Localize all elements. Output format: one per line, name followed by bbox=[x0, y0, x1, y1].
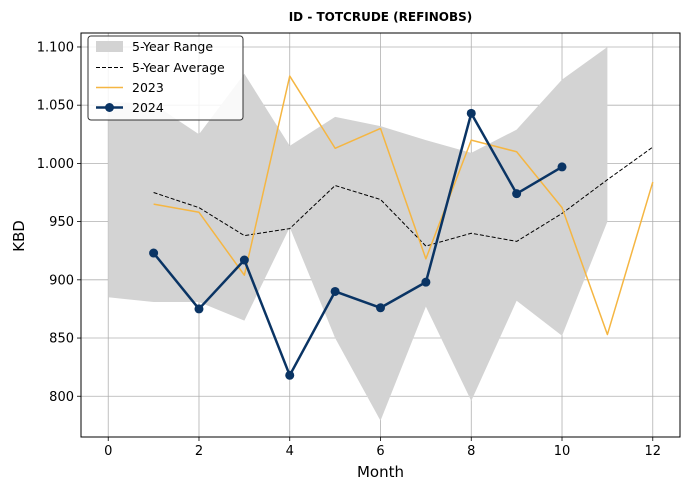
series-2024-point bbox=[376, 303, 385, 313]
y-tick-label: 1.100 bbox=[37, 40, 74, 55]
series-lines bbox=[149, 75, 654, 380]
legend: 5-Year Range 5-Year Average 2023 2024 bbox=[87, 35, 244, 121]
x-tick-label: 12 bbox=[644, 444, 661, 459]
x-tick-label: 2 bbox=[195, 444, 203, 459]
series-2024-point bbox=[466, 108, 476, 118]
y-tick-label: 950 bbox=[49, 215, 74, 230]
y-tick-label: 1.000 bbox=[37, 157, 74, 172]
x-tick-label: 8 bbox=[467, 444, 475, 459]
series-2024-point bbox=[239, 255, 249, 265]
legend-range-swatch bbox=[96, 41, 123, 52]
ticks: 0 2 4 6 8 10 12 800 850 900 950 1.000 1.050 1.100 bbox=[37, 40, 661, 459]
series-2024-point bbox=[421, 277, 431, 287]
legend-2024-label: 2024 bbox=[132, 100, 164, 115]
y-tick-label: 1.050 bbox=[37, 99, 74, 114]
y-tick-label: 900 bbox=[49, 273, 74, 288]
series-2024-point bbox=[557, 162, 567, 172]
series-2023-line bbox=[153, 75, 654, 336]
series-2024-line bbox=[152, 112, 563, 377]
y-tick-label: 800 bbox=[49, 390, 74, 405]
x-tick-label: 10 bbox=[554, 444, 571, 459]
five-year-average-line bbox=[153, 146, 654, 247]
series-2024-point bbox=[194, 304, 204, 314]
legend-average-label: 5-Year Average bbox=[132, 60, 225, 75]
series-2024-point bbox=[330, 286, 340, 296]
x-tick-label: 6 bbox=[376, 444, 384, 459]
x-tick-label: 4 bbox=[286, 444, 294, 459]
chart-title: ID - TOTCRUDE (REFINOBS) bbox=[289, 10, 473, 24]
y-tick-label: 850 bbox=[49, 332, 74, 347]
five-year-range-polygon bbox=[108, 46, 608, 421]
series-2024-point bbox=[285, 370, 295, 380]
x-tick-label: 0 bbox=[104, 444, 112, 459]
legend-2024-marker bbox=[105, 103, 114, 112]
y-axis-title: KBD bbox=[10, 220, 28, 252]
legend-box bbox=[87, 35, 244, 121]
x-axis-title: Month bbox=[357, 463, 404, 481]
series-2024-point bbox=[512, 189, 522, 199]
series-2024-point bbox=[149, 248, 159, 258]
legend-range-label: 5-Year Range bbox=[132, 39, 213, 54]
legend-2023-label: 2023 bbox=[132, 80, 164, 95]
five-year-range-area bbox=[108, 46, 608, 421]
